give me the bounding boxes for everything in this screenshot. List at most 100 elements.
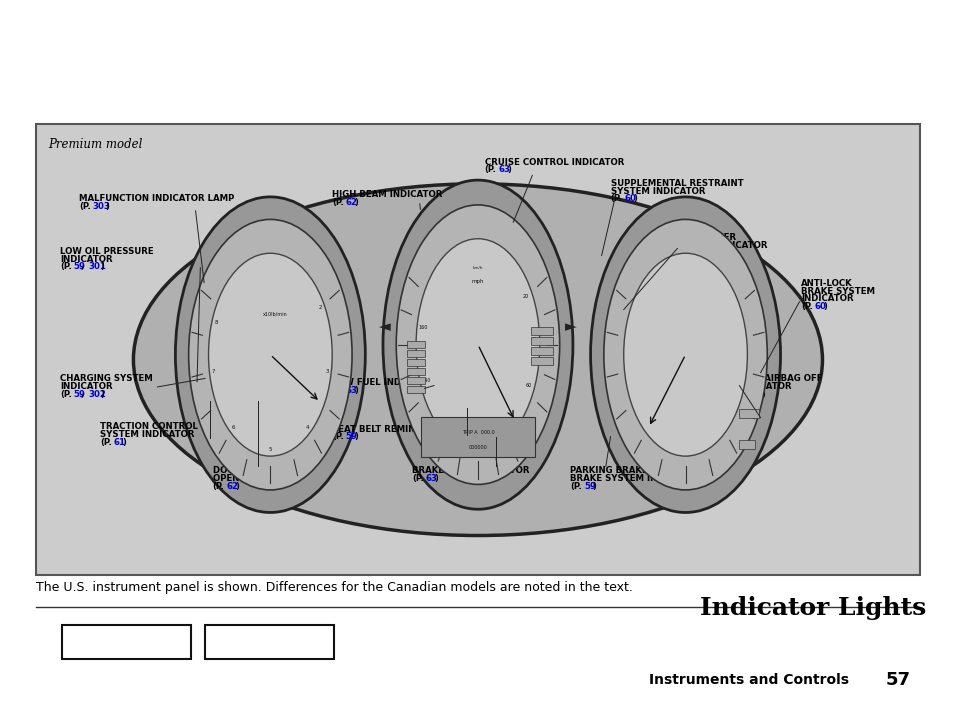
Text: SUPPLEMENTAL RESTRAINT: SUPPLEMENTAL RESTRAINT [610, 179, 742, 188]
Text: INDICATOR: INDICATOR [801, 295, 853, 303]
Bar [531, 337, 553, 345]
Text: ): ) [100, 263, 104, 271]
Text: DOOR AND TRUNK: DOOR AND TRUNK [213, 466, 301, 476]
Bar [62, 625, 191, 659]
Text: ◄: ◄ [379, 319, 391, 334]
Text: 60: 60 [814, 302, 826, 311]
Bar [531, 327, 553, 335]
Text: ►: ► [564, 319, 576, 334]
Bar [420, 417, 535, 457]
Bar [531, 347, 553, 355]
Text: ,: , [81, 263, 88, 271]
Text: km/h: km/h [472, 266, 483, 270]
Text: 59: 59 [345, 432, 357, 442]
Text: ,: , [81, 390, 88, 398]
Text: (P.: (P. [79, 202, 91, 211]
Text: (P.: (P. [213, 482, 224, 491]
Text: BRAKE SYSTEM: BRAKE SYSTEM [801, 287, 875, 296]
Text: 60: 60 [752, 390, 764, 398]
Bar [407, 359, 425, 366]
Ellipse shape [590, 197, 780, 513]
Text: ): ) [122, 438, 126, 447]
Text: (P.: (P. [610, 195, 621, 203]
Text: 8: 8 [214, 320, 218, 324]
Text: (P.: (P. [60, 263, 71, 271]
Bar [407, 368, 425, 375]
Text: PARKING BRAKE AND: PARKING BRAKE AND [570, 466, 672, 476]
Text: MALFUNCTION INDICATOR LAMP: MALFUNCTION INDICATOR LAMP [79, 194, 234, 203]
Text: 63: 63 [345, 386, 357, 395]
Text: 7: 7 [212, 368, 215, 373]
Ellipse shape [175, 197, 365, 513]
Ellipse shape [623, 253, 746, 456]
Text: INDICATOR: INDICATOR [60, 382, 112, 391]
Text: SYSTEM INDICATOR: SYSTEM INDICATOR [672, 241, 766, 250]
Text: x10lb/min: x10lb/min [263, 312, 288, 317]
Text: ): ) [354, 198, 357, 207]
Text: 20: 20 [522, 294, 529, 299]
Text: 60: 60 [525, 383, 531, 388]
Text: 302: 302 [89, 390, 107, 398]
Text: 57: 57 [885, 671, 910, 689]
Text: CHARGING SYSTEM: CHARGING SYSTEM [60, 374, 152, 383]
Ellipse shape [395, 205, 559, 484]
Text: 62: 62 [226, 482, 238, 491]
Bar [738, 440, 754, 449]
Text: Premium model: Premium model [49, 138, 143, 151]
Text: 60: 60 [623, 195, 636, 203]
Text: ): ) [506, 165, 510, 175]
Text: SEAT BELT REMINDER LIGHT: SEAT BELT REMINDER LIGHT [332, 425, 466, 434]
Text: Instruments and Controls: Instruments and Controls [648, 673, 848, 687]
Text: (P.: (P. [570, 482, 581, 491]
Text: HIGH BEAM INDICATOR: HIGH BEAM INDICATOR [332, 190, 442, 200]
Text: TRIP A  000.0: TRIP A 000.0 [461, 430, 494, 435]
Text: 63: 63 [425, 474, 437, 484]
Text: 80: 80 [502, 426, 508, 431]
Text: ANTI-LOCK: ANTI-LOCK [801, 279, 852, 288]
Text: ): ) [354, 386, 357, 395]
Text: 6: 6 [232, 425, 235, 430]
Text: ): ) [632, 195, 636, 203]
Ellipse shape [133, 184, 821, 535]
Text: LOW FUEL INDICATOR: LOW FUEL INDICATOR [332, 378, 436, 388]
Text: (P.: (P. [60, 390, 71, 398]
Bar [36, 124, 919, 575]
Text: 40: 40 [530, 337, 537, 342]
Text: (P.: (P. [484, 165, 496, 175]
Text: ): ) [105, 202, 109, 211]
Text: ): ) [100, 390, 104, 398]
Text: 59: 59 [73, 390, 86, 398]
Text: (P.: (P. [100, 438, 112, 447]
Text: (P.: (P. [332, 432, 343, 442]
Text: (P.: (P. [332, 386, 343, 395]
Text: ): ) [760, 390, 764, 398]
Text: 5: 5 [269, 447, 272, 452]
Text: 160: 160 [418, 325, 427, 330]
Text: 100: 100 [470, 439, 479, 444]
Text: INDICATOR: INDICATOR [60, 255, 112, 264]
Text: Indicator Lights: Indicator Lights [699, 596, 925, 621]
Ellipse shape [603, 219, 766, 490]
Text: (P.: (P. [672, 248, 683, 257]
Text: 62: 62 [345, 198, 357, 207]
Text: (P.: (P. [801, 302, 812, 311]
Bar [407, 349, 425, 356]
Text: 61: 61 [113, 438, 126, 447]
Text: 63: 63 [685, 248, 698, 257]
Text: SYSTEM INDICATOR: SYSTEM INDICATOR [610, 187, 704, 196]
Text: 4: 4 [305, 425, 309, 430]
Text: 3: 3 [325, 368, 328, 373]
Text: ): ) [234, 482, 238, 491]
Text: IMMOBILIZER: IMMOBILIZER [672, 233, 736, 242]
Text: 301: 301 [89, 263, 107, 271]
Bar [531, 357, 553, 365]
Text: ): ) [434, 474, 437, 484]
Bar [407, 386, 425, 393]
Text: (P.: (P. [332, 198, 343, 207]
Text: TRACTION CONTROL: TRACTION CONTROL [100, 422, 198, 432]
Text: 120: 120 [440, 420, 450, 425]
Text: BRAKE SYSTEM INDICATOR: BRAKE SYSTEM INDICATOR [570, 474, 700, 484]
Bar [407, 341, 425, 348]
Text: 63: 63 [497, 165, 510, 175]
Text: LOW OIL PRESSURE: LOW OIL PRESSURE [60, 247, 153, 256]
